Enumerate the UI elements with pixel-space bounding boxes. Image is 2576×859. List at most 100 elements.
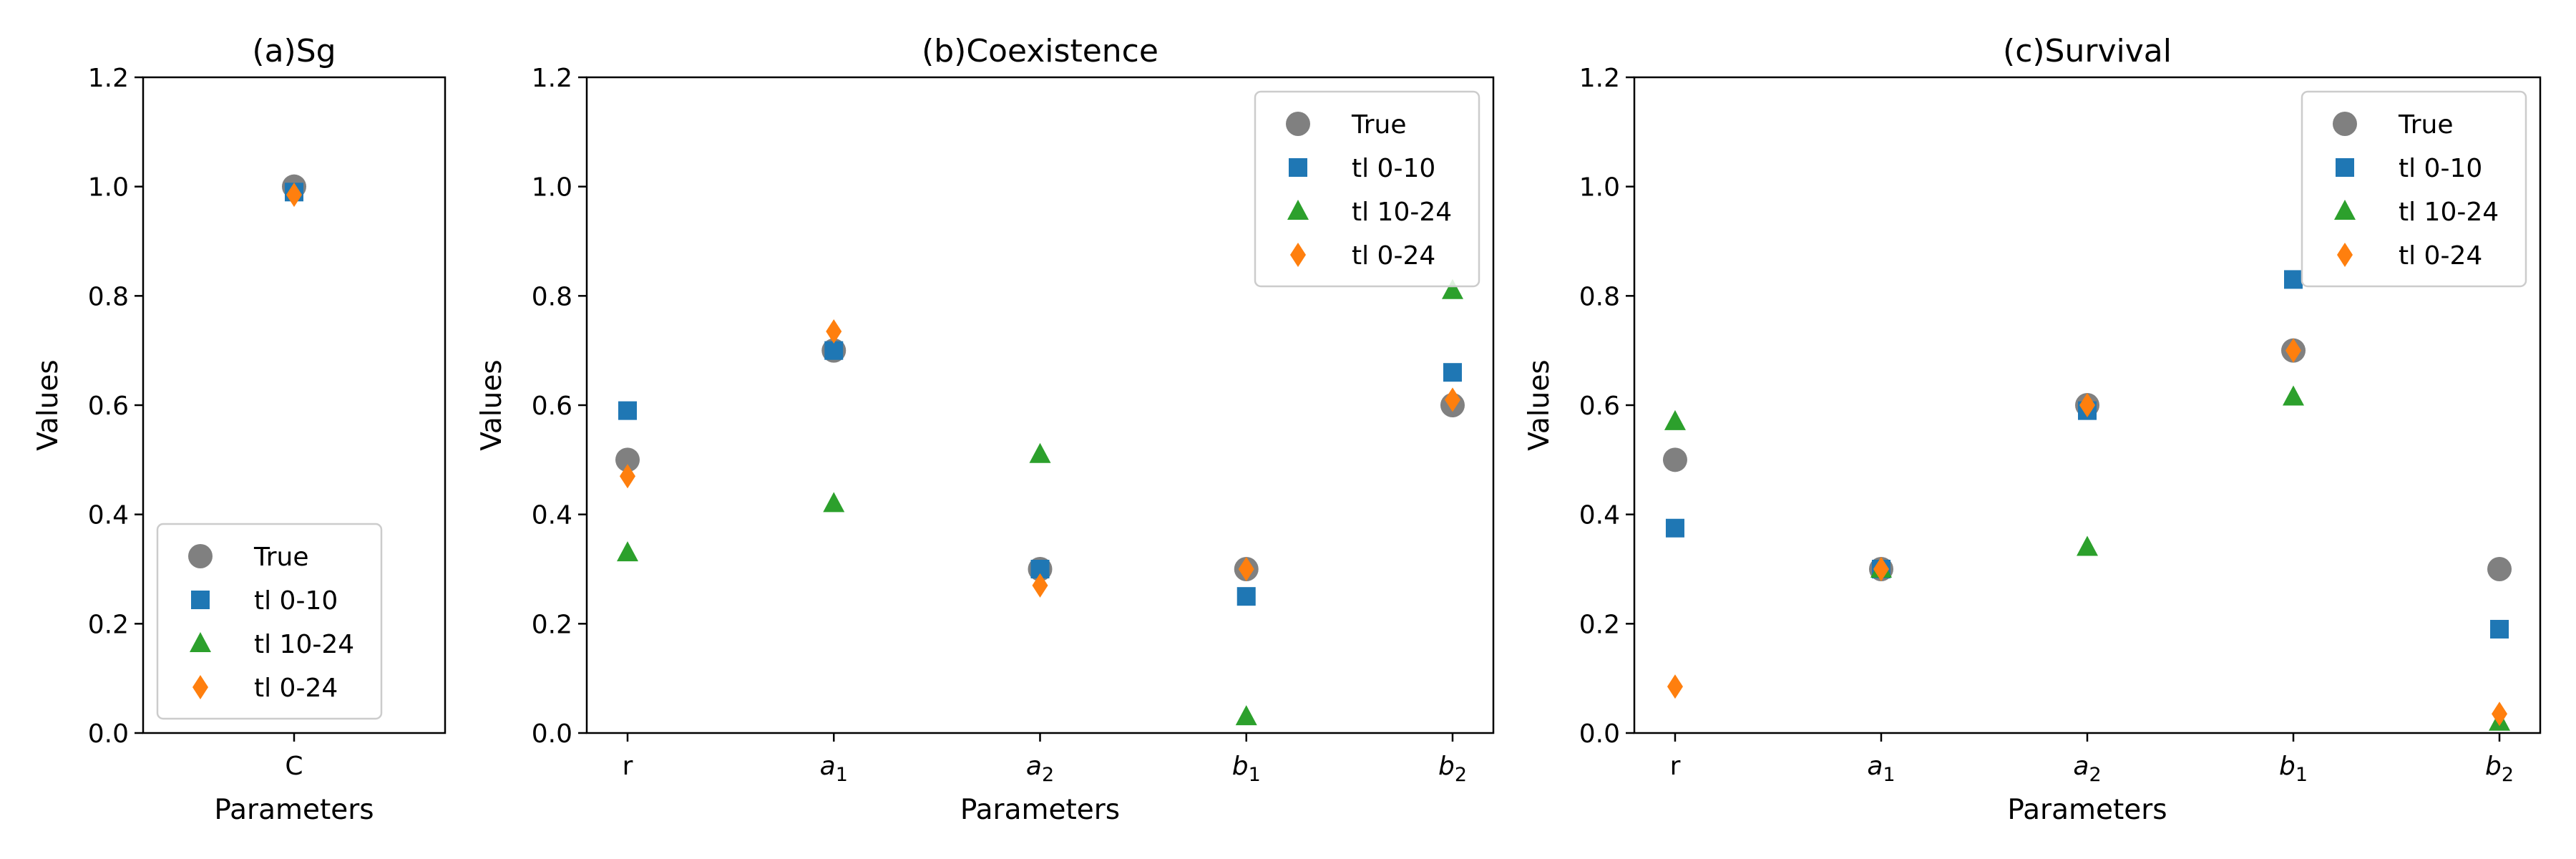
- panel-coexistence: (b)Coexistence 0.0 0.2 0.4 0.6 0.8 1.0 1.2 r a1 a2…: [476, 33, 1495, 826]
- point-tl-0-24: [826, 319, 842, 344]
- legend-box: [2301, 90, 2527, 288]
- data-points: [282, 174, 306, 208]
- x-tick-label: b2: [1438, 752, 1467, 786]
- point-tl-0-10: [1665, 518, 1684, 538]
- legend-label: tl 0-24: [2399, 241, 2482, 271]
- y-tick-label: 0.6: [88, 392, 129, 421]
- legend-label: tl 0-24: [1352, 241, 1435, 271]
- legend-box: [156, 523, 383, 720]
- point-tl-0-24: [1032, 573, 1048, 598]
- axes-frame: [142, 76, 447, 734]
- legend-label: tl 0-24: [254, 674, 338, 703]
- legend-marker: [190, 632, 211, 652]
- point-true: [1662, 447, 1687, 472]
- y-tick-label: 0.6: [532, 392, 572, 421]
- legend-marker: [1287, 200, 1309, 220]
- y-tick-label: 0.0: [532, 719, 572, 749]
- legend-marker: [2334, 200, 2356, 220]
- point-tl-10-24: [1029, 442, 1051, 463]
- chart-title: (b)Coexistence: [922, 33, 1158, 69]
- x-axis-label: Parameters: [2007, 794, 2167, 826]
- y-tick-label: 0.2: [1579, 610, 1620, 639]
- panel-sg: (a)Sg 0.0 0.2 0.4 0.6 0.8 1.0 1.2 C Parameters Val…: [32, 33, 447, 826]
- y-tick-label: 0.4: [532, 501, 572, 530]
- panel-survival: (c)Survival 0.0 0.2 0.4 0.6 0.8 1.0 1.2 r a1 a2 b1 b…: [1523, 33, 2542, 826]
- point-tl-0-24: [620, 464, 636, 489]
- legend-marker: [1289, 158, 1307, 177]
- point-tl-0-24: [2492, 702, 2508, 727]
- y-tick-label: 0.0: [1579, 719, 1620, 749]
- point-tl-10-24: [2077, 535, 2098, 556]
- legend-label: tl 0-10: [2399, 154, 2482, 183]
- y-tick-label: 0.8: [1579, 282, 1620, 311]
- legend-marker: [2333, 112, 2357, 136]
- x-tick-label: C: [285, 752, 303, 781]
- chart-title: (c)Survival: [2003, 33, 2172, 69]
- legend-label: True: [2398, 110, 2453, 140]
- y-tick-label: 0.0: [88, 719, 129, 749]
- y-axis-label: Values: [1523, 359, 1556, 450]
- y-tick-label: 0.8: [88, 282, 129, 311]
- point-true: [2487, 557, 2512, 581]
- point-tl-0-24: [1873, 557, 1889, 581]
- y-tick-label: 1.0: [532, 173, 572, 203]
- point-tl-10-24: [1664, 409, 1686, 430]
- x-tick-label: r: [623, 752, 633, 781]
- x-axis-label: Parameters: [960, 794, 1120, 826]
- legend-box: [1254, 90, 1480, 288]
- point-tl-10-24: [823, 492, 845, 513]
- y-tick-label: 1.0: [1579, 173, 1620, 203]
- point-tl-10-24: [1235, 705, 1257, 726]
- legend: True tl 0-10 tl 10-24 tl 0-24: [2301, 90, 2527, 288]
- legend-label: tl 10-24: [254, 630, 354, 659]
- point-tl-10-24: [2283, 385, 2305, 406]
- y-tick-label: 1.0: [88, 173, 129, 203]
- x-tick-label: b1: [2279, 752, 2308, 786]
- point-tl-10-24: [1441, 278, 1463, 299]
- point-tl-0-10: [2490, 619, 2509, 639]
- point-tl-0-10: [1443, 363, 1462, 382]
- legend-marker: [1290, 243, 1306, 267]
- point-tl-0-10: [2284, 270, 2303, 289]
- point-tl-0-10: [618, 401, 638, 420]
- y-axis-label: Values: [32, 359, 64, 450]
- point-tl-0-24: [1238, 557, 1254, 581]
- point-tl-0-24: [2079, 393, 2095, 417]
- legend: True tl 0-10 tl 10-24 tl 0-24: [156, 523, 383, 720]
- y-axis-label: Values: [476, 359, 508, 450]
- legend-marker: [1286, 112, 1310, 136]
- y-tick-label: 1.2: [532, 64, 572, 93]
- x-tick-label: a1: [820, 752, 848, 786]
- y-tick-label: 1.2: [88, 64, 129, 93]
- legend-label: True: [253, 543, 308, 572]
- legend-marker: [191, 591, 210, 609]
- point-tl-0-10: [1236, 587, 1256, 606]
- x-tick-label: a2: [2073, 752, 2101, 786]
- data-points: [1662, 270, 2512, 731]
- point-tl-10-24: [617, 541, 639, 562]
- x-tick-label: b2: [2485, 752, 2514, 786]
- y-tick-label: 0.4: [88, 501, 129, 530]
- legend-label: tl 0-10: [254, 586, 338, 616]
- point-tl-0-24: [1667, 674, 1683, 699]
- y-tick-label: 0.2: [532, 610, 572, 639]
- x-tick-label: a1: [1867, 752, 1895, 786]
- axes-frame: [1633, 76, 2542, 734]
- y-tick-label: 0.2: [88, 610, 129, 639]
- y-tick-label: 0.6: [1579, 392, 1620, 421]
- legend-label: True: [1351, 110, 1406, 140]
- legend-marker: [188, 544, 213, 568]
- point-tl-0-10: [824, 341, 844, 360]
- x-axis-label: Parameters: [214, 794, 374, 826]
- point-tl-0-24: [286, 183, 302, 208]
- y-tick-label: 0.4: [1579, 501, 1620, 530]
- data-points: [615, 278, 1465, 726]
- y-tick-label: 1.2: [1579, 64, 1620, 93]
- point-true: [615, 447, 640, 472]
- x-tick-label: a2: [1026, 752, 1054, 786]
- y-tick-label: 0.8: [532, 282, 572, 311]
- chart-title: (a)Sg: [252, 33, 336, 69]
- x-tick-label: b1: [1232, 752, 1261, 786]
- legend-marker: [2336, 158, 2354, 177]
- legend-label: tl 10-24: [2399, 198, 2499, 227]
